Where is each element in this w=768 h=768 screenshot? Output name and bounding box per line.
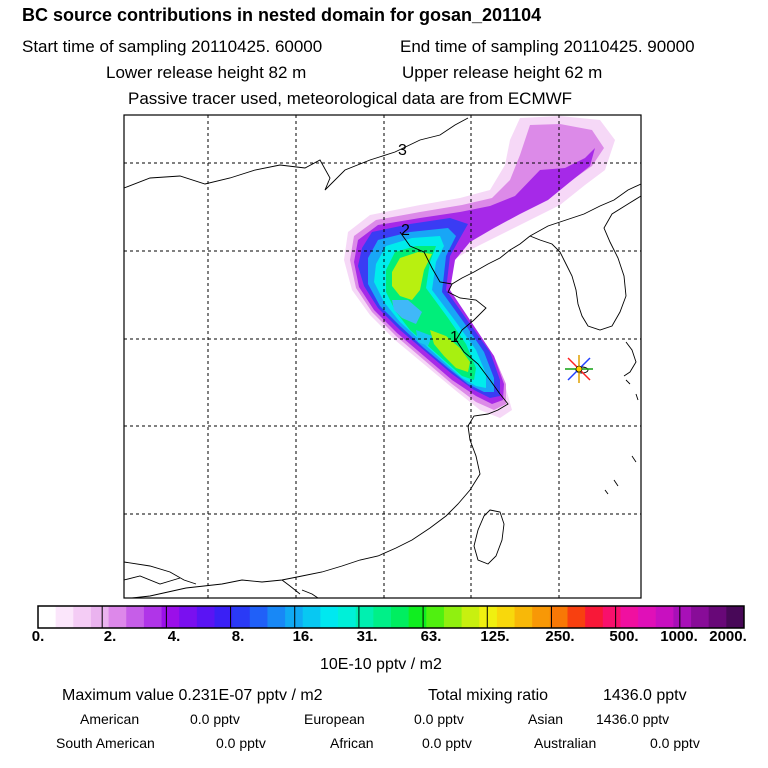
colorbar-tick: 31. bbox=[356, 628, 378, 645]
colorbar-frame bbox=[37, 605, 745, 629]
region-value-african: 0.0 pptv bbox=[422, 735, 472, 751]
colorbar-tick: 0. bbox=[31, 628, 45, 645]
colorbar-swatch bbox=[426, 606, 445, 628]
total-mixing-ratio-value: 1436.0 pptv bbox=[603, 687, 687, 704]
map-area: 3 2 1 bbox=[124, 115, 641, 598]
colorbar-swatch bbox=[514, 606, 533, 628]
colorbar-tick: 4. bbox=[167, 628, 181, 645]
colorbar-tick: 1000. bbox=[660, 628, 698, 645]
colorbar-tick: 2. bbox=[103, 628, 117, 645]
colorbar-swatch bbox=[90, 606, 110, 628]
region-value-south-american: 0.0 pptv bbox=[216, 735, 266, 751]
tracer-info: Passive tracer used, meteorological data… bbox=[128, 89, 573, 108]
colorbar-swatch bbox=[673, 606, 692, 628]
colorbar-swatch bbox=[126, 606, 145, 628]
colorbar-swatch bbox=[267, 606, 286, 628]
colorbar-tick: 250. bbox=[545, 628, 575, 645]
colorbar-swatch bbox=[391, 606, 410, 628]
colorbar-tick: 16. bbox=[292, 628, 314, 645]
colorbar-swatch bbox=[532, 606, 551, 628]
region-name-south-american: South American bbox=[56, 735, 155, 751]
station-star-marker bbox=[565, 355, 593, 383]
colorbar-swatch bbox=[196, 606, 215, 628]
coastlines bbox=[124, 117, 641, 598]
lat-lon-grid bbox=[124, 115, 641, 598]
colorbar-swatch bbox=[549, 606, 568, 628]
colorbar-swatch bbox=[567, 606, 586, 628]
colorbar-swatch bbox=[655, 606, 674, 628]
maximum-value: Maximum value 0.231E-07 pptv / m2 bbox=[62, 687, 323, 704]
colorbar-swatch bbox=[620, 606, 639, 628]
colorbar-swatch bbox=[691, 606, 710, 628]
region-name-american: American bbox=[80, 711, 140, 727]
colorbar-swatch bbox=[585, 606, 604, 628]
trajectory-label-1: 1 bbox=[450, 329, 459, 346]
colorbar-swatch bbox=[179, 606, 198, 628]
region-name-australian: Australian bbox=[534, 735, 597, 751]
colorbar-swatch bbox=[479, 606, 498, 628]
start-time-label: Start time of sampling 20110425. 60000 bbox=[22, 37, 323, 56]
colorbar-swatch bbox=[285, 606, 304, 628]
colorbar-swatch bbox=[108, 606, 127, 628]
upper-release-height-label: Upper release height 62 m bbox=[402, 63, 603, 82]
region-value-european: 0.0 pptv bbox=[414, 711, 464, 727]
sampling-times: Start time of sampling 20110425. 60000 E… bbox=[22, 37, 695, 56]
colorbar-swatch bbox=[373, 606, 392, 628]
colorbar-swatch bbox=[249, 606, 268, 628]
colorbar-tick: 500. bbox=[609, 628, 639, 645]
colorbar-swatch bbox=[355, 606, 374, 628]
total-mixing-ratio-label: Total mixing ratio bbox=[428, 687, 549, 704]
colorbar-swatch bbox=[161, 606, 180, 628]
concentration-plume bbox=[344, 116, 615, 418]
colorbar-swatch bbox=[602, 606, 621, 628]
colorbar-swatch bbox=[638, 606, 657, 628]
colorbar-swatch bbox=[73, 606, 92, 628]
colorbar-unit: 10E-10 pptv / m2 bbox=[320, 656, 442, 673]
colorbar-swatch bbox=[338, 606, 357, 628]
region-name-european: European bbox=[304, 711, 365, 727]
release-heights: Lower release height 82 m Upper release … bbox=[106, 63, 602, 82]
region-name-african: African bbox=[330, 735, 374, 751]
colorbar-swatch bbox=[38, 606, 57, 628]
colorbar-swatch bbox=[443, 606, 463, 628]
colorbar-swatch bbox=[708, 606, 727, 628]
colorbar-tick: 2000. bbox=[709, 628, 747, 645]
region-value-australian: 0.0 pptv bbox=[650, 735, 700, 751]
map-title: BC source contributions in nested domain… bbox=[22, 5, 542, 25]
colorbar-swatch bbox=[461, 606, 480, 628]
end-time-label: End time of sampling 20110425. 90000 bbox=[400, 37, 695, 56]
colorbar-swatch bbox=[408, 606, 427, 628]
colorbar-swatch bbox=[214, 606, 233, 628]
trajectory-label-2: 2 bbox=[401, 222, 410, 239]
colorbar bbox=[38, 606, 745, 628]
colorbar-tick: 8. bbox=[231, 628, 245, 645]
colorbar-swatch bbox=[232, 606, 251, 628]
colorbar-swatch bbox=[726, 606, 745, 628]
region-value-asian: 1436.0 pptv bbox=[596, 711, 670, 727]
colorbar-swatch bbox=[496, 606, 516, 628]
colorbar-swatch bbox=[302, 606, 321, 628]
lower-release-height-label: Lower release height 82 m bbox=[106, 63, 307, 82]
map-frame bbox=[123, 114, 642, 599]
colorbar-swatch bbox=[143, 606, 163, 628]
trajectory-label-3: 3 bbox=[398, 142, 407, 159]
colorbar-swatch bbox=[55, 606, 74, 628]
region-value-american: 0.0 pptv bbox=[190, 711, 240, 727]
colorbar-swatch bbox=[320, 606, 339, 628]
region-name-asian: Asian bbox=[528, 711, 564, 727]
colorbar-tick: 125. bbox=[480, 628, 510, 645]
colorbar-tick: 63. bbox=[420, 628, 442, 645]
